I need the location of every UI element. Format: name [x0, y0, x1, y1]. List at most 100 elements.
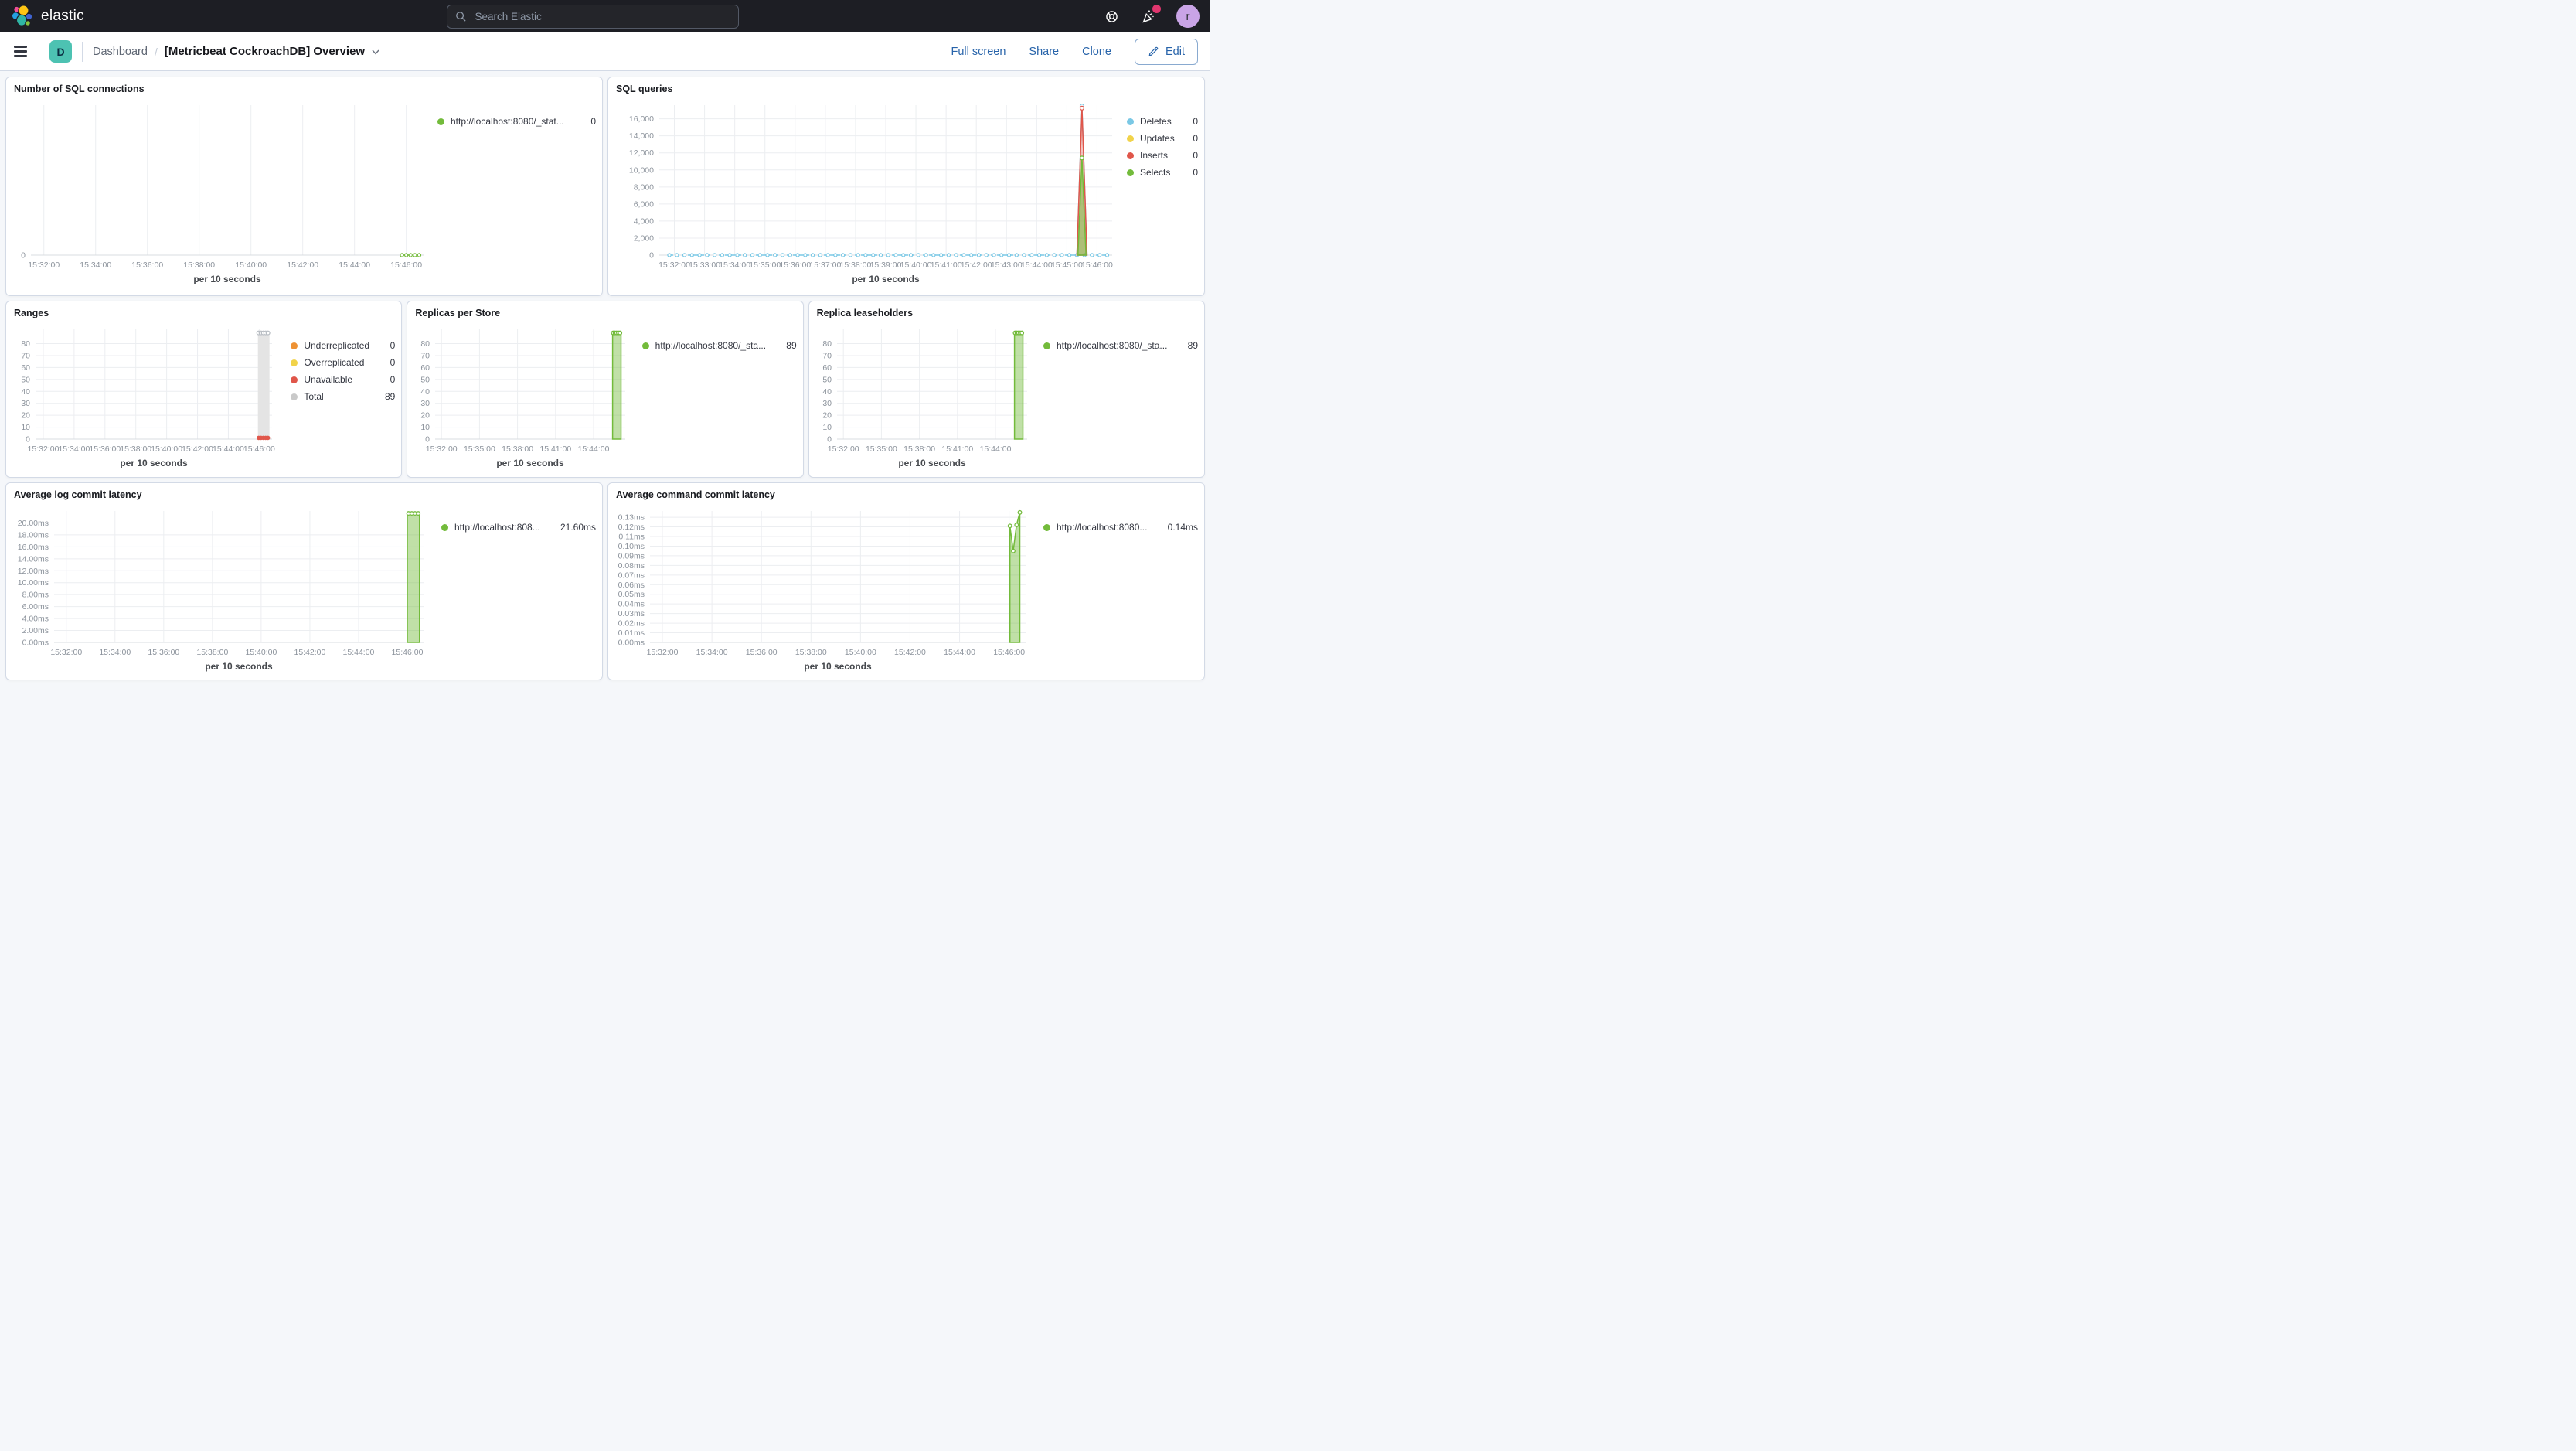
svg-text:15:38:00: 15:38:00: [502, 444, 533, 454]
svg-text:0.04ms: 0.04ms: [618, 600, 645, 609]
svg-text:15:41:00: 15:41:00: [931, 261, 962, 270]
svg-text:15:36:00: 15:36:00: [89, 444, 121, 454]
legend-item[interactable]: Selects 0: [1127, 167, 1198, 178]
legend-item[interactable]: Overreplicated 0: [291, 357, 395, 368]
dashboard-title: [Metricbeat CockroachDB] Overview: [164, 45, 366, 58]
svg-text:0.08ms: 0.08ms: [618, 561, 645, 571]
svg-text:20: 20: [421, 411, 430, 421]
breadcrumb-dashboard-link[interactable]: Dashboard: [93, 45, 148, 58]
legend-item[interactable]: http://localhost:8080... 0.14ms: [1043, 522, 1198, 533]
svg-text:per 10 seconds: per 10 seconds: [497, 458, 565, 468]
svg-text:15:45:00: 15:45:00: [1051, 261, 1083, 270]
svg-text:15:36:00: 15:36:00: [131, 261, 163, 270]
svg-text:50: 50: [822, 375, 832, 384]
svg-text:per 10 seconds: per 10 seconds: [852, 274, 920, 284]
svg-text:15:37:00: 15:37:00: [809, 261, 841, 270]
legend-item[interactable]: http://localhost:8080/_sta... 89: [641, 340, 797, 351]
full-screen-button[interactable]: Full screen: [951, 45, 1006, 58]
chart-ranges[interactable]: 15:32:00 15:34:00 15:36:00 15:38:00 15:40:00…: [8, 320, 280, 472]
panel-sql-queries: SQL queries 15:32:00 15:33:00 15:34:00 15:3…: [607, 77, 1205, 296]
svg-text:15:46:00: 15:46:00: [993, 648, 1025, 657]
legend-swatch-icon: [641, 342, 649, 349]
legend-item[interactable]: http://localhost:808... 21.60ms: [441, 522, 596, 533]
legend-item[interactable]: Updates 0: [1127, 133, 1198, 144]
legend-value: 0: [390, 357, 396, 368]
space-badge-letter: D: [56, 45, 65, 58]
panel-title: Replicas per Store: [415, 308, 501, 318]
chart-average-log-commit-latency[interactable]: 15:32:00 15:34:00 15:36:00 15:38:00 15:40:00…: [8, 502, 431, 675]
svg-text:0.07ms: 0.07ms: [618, 571, 645, 580]
svg-text:15:36:00: 15:36:00: [779, 261, 811, 270]
panel-number-of-sql-connections: Number of SQL connections 15:32:00 15:34:…: [5, 77, 603, 296]
legend-item[interactable]: http://localhost:8080/_sta... 89: [1043, 340, 1198, 351]
global-search[interactable]: [447, 4, 740, 29]
newsfeed-button[interactable]: [1139, 5, 1161, 26]
svg-text:40: 40: [822, 387, 832, 397]
chart-legend: http://localhost:8080/_sta... 89: [641, 320, 797, 351]
divider: [82, 41, 83, 62]
legend-item[interactable]: Deletes 0: [1127, 116, 1198, 127]
space-badge[interactable]: D: [49, 40, 72, 63]
elastic-logo[interactable]: elastic: [11, 5, 84, 28]
svg-text:16.00ms: 16.00ms: [18, 543, 49, 552]
svg-text:15:40:00: 15:40:00: [900, 261, 932, 270]
party-popper-icon: [1142, 10, 1154, 23]
svg-text:0: 0: [649, 251, 654, 261]
svg-text:15:46:00: 15:46:00: [1081, 261, 1113, 270]
chart-replica-leaseholders[interactable]: 15:32:00 15:35:00 15:38:00 15:41:00 15:44:00…: [811, 320, 1035, 472]
svg-text:6.00ms: 6.00ms: [22, 602, 49, 611]
svg-text:per 10 seconds: per 10 seconds: [193, 274, 261, 284]
legend-label: http://localhost:8080/_sta...: [1057, 340, 1168, 351]
legend-swatch-icon: [291, 393, 298, 400]
svg-text:30: 30: [421, 399, 430, 408]
legend-value: 89: [1187, 340, 1198, 351]
legend-swatch-icon: [437, 118, 444, 125]
svg-text:10: 10: [822, 423, 832, 432]
svg-text:0: 0: [827, 435, 832, 444]
panel-title: Average log commit latency: [14, 489, 142, 500]
help-button[interactable]: [1102, 7, 1121, 26]
svg-text:15:34:00: 15:34:00: [696, 648, 728, 657]
svg-text:per 10 seconds: per 10 seconds: [898, 458, 966, 468]
chart-legend: http://localhost:8080/_sta... 89: [1043, 320, 1198, 351]
svg-text:0.09ms: 0.09ms: [618, 551, 645, 560]
chart-replicas-per-store[interactable]: 15:32:00 15:35:00 15:38:00 15:41:00 15:44:00…: [409, 320, 633, 472]
legend-swatch-icon: [1127, 135, 1134, 142]
chevron-down-icon: [372, 49, 379, 55]
legend-item[interactable]: http://localhost:8080/_stat... 0: [437, 116, 596, 127]
svg-text:15:33:00: 15:33:00: [689, 261, 720, 270]
svg-text:70: 70: [822, 351, 832, 360]
svg-text:15:44:00: 15:44:00: [213, 444, 244, 454]
legend-item[interactable]: Unavailable 0: [291, 374, 395, 385]
user-avatar[interactable]: r: [1176, 5, 1200, 28]
legend-item[interactable]: Inserts 0: [1127, 150, 1198, 161]
legend-item[interactable]: Underreplicated 0: [291, 340, 395, 351]
svg-text:0.02ms: 0.02ms: [618, 619, 645, 628]
chart-sql-queries[interactable]: 15:32:0015:33:0015:34:0015:35:0015:36:00…: [610, 96, 1120, 288]
search-input[interactable]: [473, 9, 731, 23]
chart-number-of-sql-connections[interactable]: 15:32:00 15:34:00 15:36:00 15:38:00 15:40:00…: [8, 96, 431, 288]
chart-average-command-commit-latency[interactable]: 15:32:00 15:34:00 15:36:00 15:38:00 15:40:00…: [610, 502, 1033, 675]
legend-swatch-icon: [441, 523, 448, 531]
legend-swatch-icon: [291, 376, 298, 383]
svg-text:15:36:00: 15:36:00: [746, 648, 778, 657]
legend-swatch-icon: [291, 359, 298, 366]
svg-text:70: 70: [421, 351, 430, 360]
svg-text:2,000: 2,000: [634, 233, 654, 243]
panel-replicas-per-store: Replicas per Store 15:32:00 15:35:00 15:38…: [407, 301, 804, 478]
svg-text:60: 60: [421, 363, 430, 373]
edit-button[interactable]: Edit: [1135, 38, 1198, 65]
panel-replica-leaseholders: Replica leaseholders 15:32:00 15:35:00 15:…: [808, 301, 1205, 478]
share-button[interactable]: Share: [1029, 45, 1060, 58]
legend-item[interactable]: Total 89: [291, 391, 395, 402]
svg-text:8.00ms: 8.00ms: [22, 591, 49, 600]
svg-text:15:38:00: 15:38:00: [903, 444, 935, 454]
legend-value: 89: [786, 340, 797, 351]
menu-button[interactable]: [12, 43, 29, 60]
breadcrumb-current[interactable]: [Metricbeat CockroachDB] Overview: [165, 45, 380, 58]
svg-text:20: 20: [822, 411, 832, 421]
svg-text:0: 0: [21, 251, 26, 261]
clone-button[interactable]: Clone: [1082, 45, 1111, 58]
svg-text:14.00ms: 14.00ms: [18, 554, 49, 564]
svg-text:80: 80: [822, 339, 832, 349]
